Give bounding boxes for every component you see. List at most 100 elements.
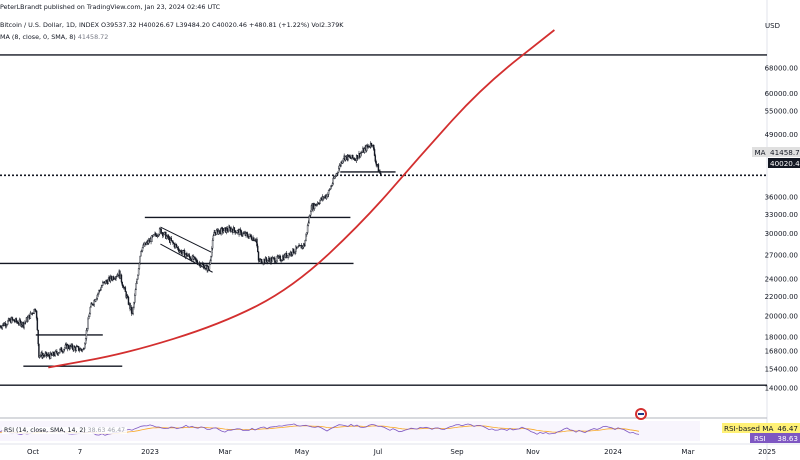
candle-body [88,316,90,320]
x-tick-label: Jul [373,448,383,456]
candle-body [50,352,53,356]
candle-body [102,282,104,286]
candle-body [137,274,139,280]
y-tick-label: 30000.00 [765,230,798,238]
candle-body [246,233,249,237]
candle-body [132,307,134,314]
candle-body [319,200,321,204]
candle-body [297,246,299,248]
candle-body [199,262,201,267]
candle-body [250,236,253,240]
y-tick-label: 14000.00 [765,385,798,393]
candle-body [59,349,61,353]
candle-body [231,228,233,231]
event-marker-icon[interactable] [635,408,647,420]
candle-body [334,176,336,179]
x-tick-label: 7 [78,448,82,456]
candle-body [200,265,202,267]
candle-body [134,295,136,303]
candle-body [49,352,52,359]
candle-body [363,148,366,153]
rsi-ma-badge: RSI-based MA 46.47 [722,423,800,433]
candle-body [337,172,339,174]
candle-body [57,353,60,355]
candle-body [83,348,85,350]
candle-body [177,247,180,251]
candle-body [220,227,222,235]
candle-body [38,343,40,358]
candle-body [29,312,32,319]
candle-body [44,353,46,357]
x-tick-label: Oct [27,448,39,456]
candle-body [250,234,252,237]
y-tick-label: 60000.00 [765,90,798,98]
candle-body [357,156,359,160]
candle-body [78,349,81,351]
candle-body [308,216,310,224]
ma-legend: MA (8, close, 0, SMA, 8) 41458.72 [0,33,108,41]
candle-body [274,257,276,263]
candle-body [260,259,263,264]
x-tick-label: 2025 [758,448,776,456]
candle-body [304,240,306,247]
y-tick-label: 55000.00 [765,107,798,115]
rsi-value: 38.63 [777,434,798,443]
candle-body [211,247,213,257]
candle-body [374,155,377,162]
candle-body [323,197,325,199]
candle-body [101,285,103,288]
candle-body [73,346,75,351]
x-tick-label: Mar [218,448,231,456]
candle-body [228,226,230,232]
candle-body [240,230,243,236]
candle-body [96,294,99,299]
y-tick-label: 18000.00 [765,334,798,342]
candle-body [129,302,131,310]
candle-body [151,235,153,243]
candle-body [186,253,188,257]
parabolic-curve [48,29,555,369]
candle-body [265,257,268,261]
candle-body [218,231,220,235]
rsi-legend[interactable]: RSI (14, close, SMA, 14, 2) 38.63 46.47 [2,427,128,434]
candle-body [305,234,307,241]
candle-body [37,329,39,345]
candle-body [87,318,89,329]
candle-body [341,160,344,164]
candle-body [370,142,373,146]
candle-body [137,268,140,276]
candle-body [257,251,260,261]
candle-body [13,319,15,322]
candle-body [184,254,187,257]
candle-body [279,256,282,261]
rsi-label: RSI [754,434,766,443]
candle-body [330,186,332,190]
candle-body [56,350,58,354]
candle-body [152,234,155,237]
candle-body [63,347,66,350]
candle-body [248,236,250,239]
candle-body [160,228,162,234]
candle-body [352,154,354,159]
candle-body [53,352,55,356]
publisher-text: PeterLBrandt published on TradingView.co… [0,3,221,11]
rsi-badge: RSI 38.63 [750,433,800,443]
y-tick-label: 20000.00 [765,312,798,320]
candle-body [15,318,18,322]
candle-body [125,291,127,298]
symbol-name[interactable]: Bitcoin / U.S. Dollar, 1D, INDEX [0,21,99,29]
candle-body [141,247,144,252]
candle-body [210,256,212,261]
ma-legend-label[interactable]: MA (8, close, 0, SMA, 8) [0,33,76,41]
candle-body [84,343,86,349]
candle-body [342,158,345,162]
candle-body [145,242,148,245]
candle-body [6,324,8,326]
candle-body [20,321,22,327]
x-tick-label: Nov [526,448,540,456]
candle-body [89,306,92,314]
candle-body [290,251,292,256]
x-tick-label: Mar [681,448,694,456]
candle-body [136,278,138,284]
